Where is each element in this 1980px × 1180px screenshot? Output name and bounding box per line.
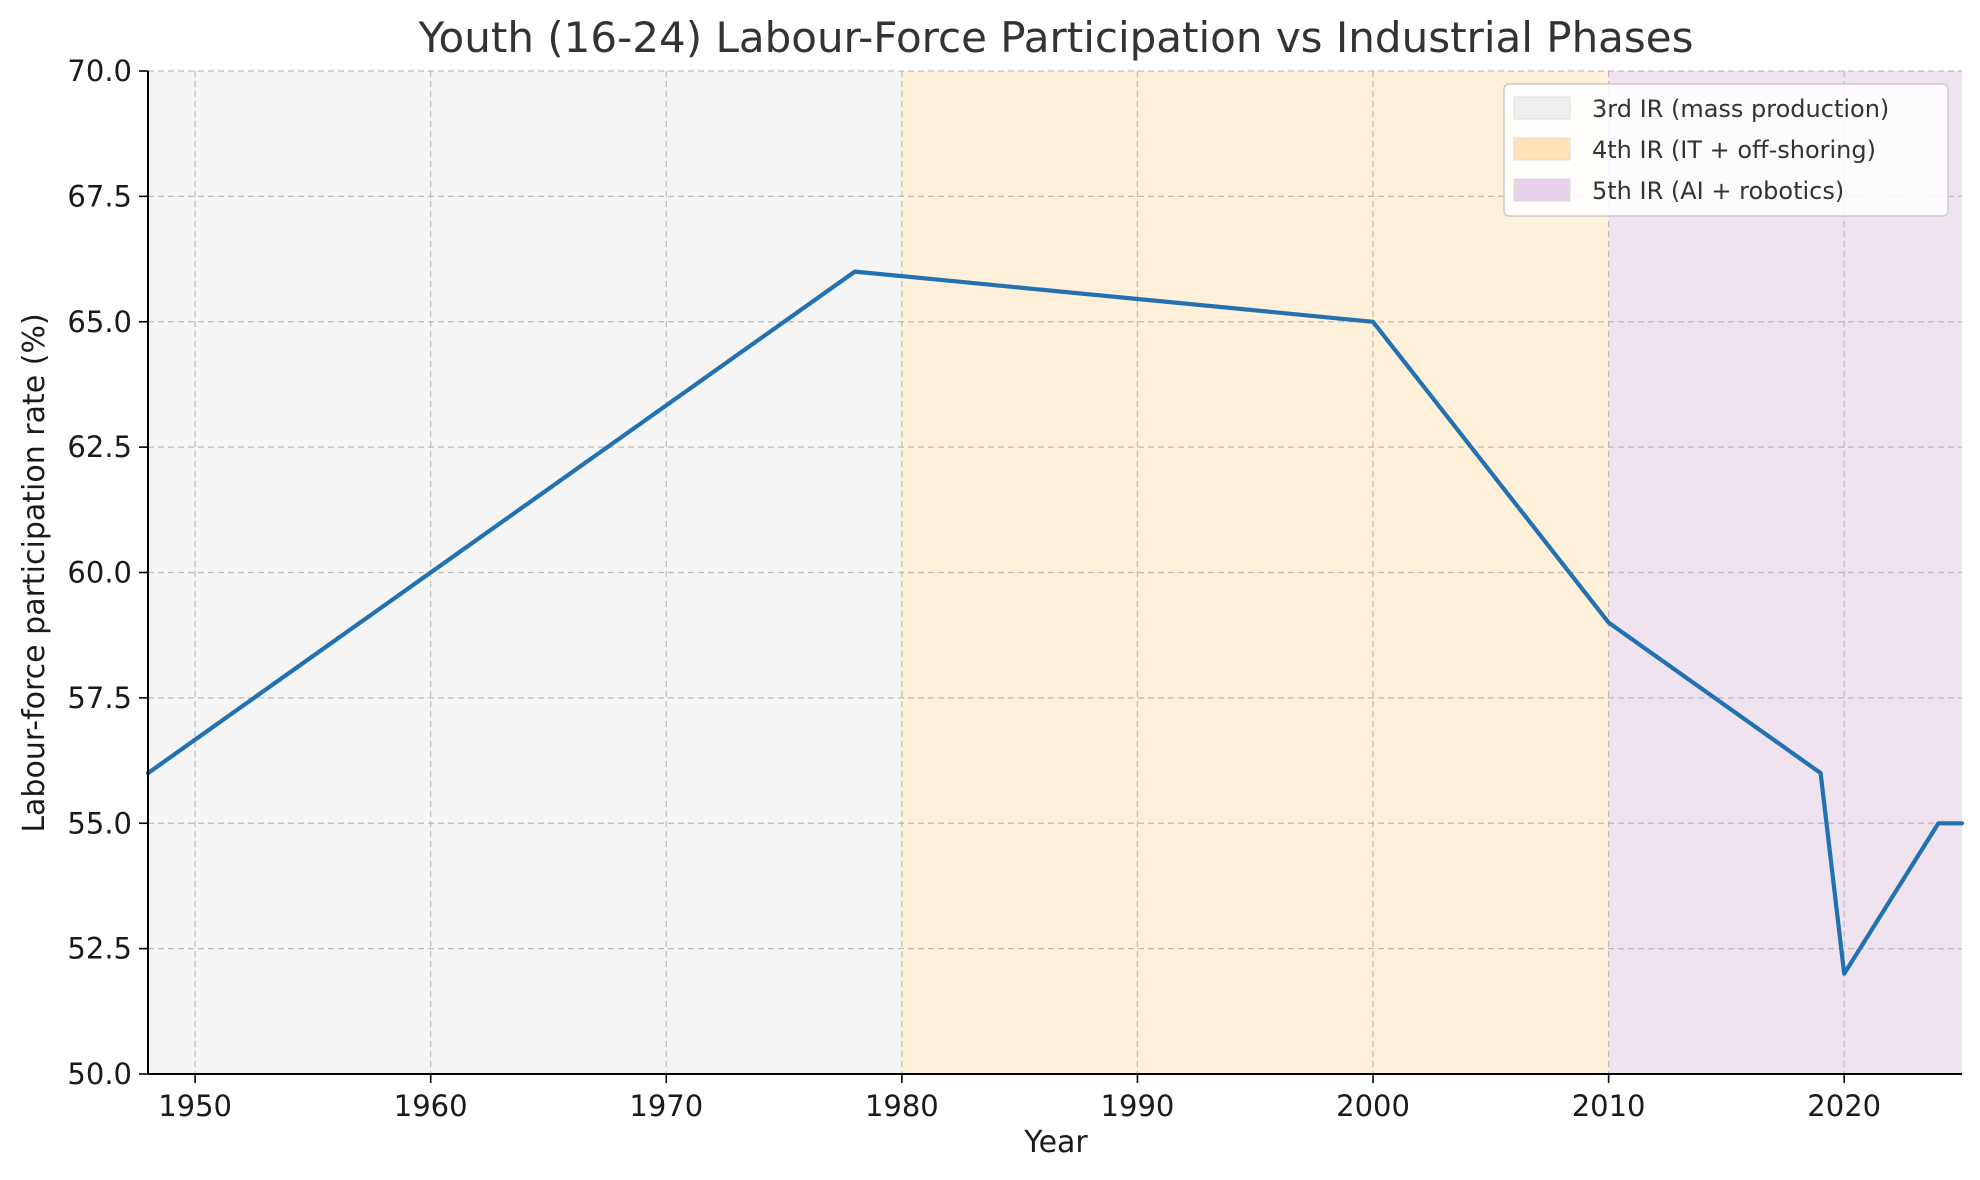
y-tick-label: 55.0 — [67, 806, 132, 840]
legend-label-3: 5th IR (AI + robotics) — [1592, 177, 1844, 205]
y-tick-label: 57.5 — [67, 681, 132, 715]
x-tick-label: 2000 — [1336, 1089, 1410, 1123]
series-line-1 — [145, 269, 1965, 976]
x-axis-title: Year — [1023, 1125, 1088, 1160]
x-tick-label: 2010 — [1572, 1089, 1646, 1123]
y-tick-label: 62.5 — [67, 430, 132, 464]
x-tick-label: 1970 — [629, 1089, 703, 1123]
legend: 3rd IR (mass production) 4th IR (IT + off… — [1503, 83, 1949, 217]
legend-box — [1503, 83, 1949, 217]
y-tick-label: 70.0 — [67, 54, 132, 88]
chart-title: Youth (16-24) Labour-Force Participation… — [417, 13, 1693, 62]
y-tick-label: 65.0 — [67, 305, 132, 339]
x-tick-label: 1960 — [394, 1089, 468, 1123]
grid — [148, 70, 1962, 1075]
y-axis-title: Labour-force participation rate (%) — [17, 313, 52, 832]
legend-label-1: 3rd IR (mass production) — [1592, 95, 1889, 123]
x-tick-label: 1950 — [158, 1089, 232, 1123]
y-tick-label: 50.0 — [67, 1057, 132, 1091]
y-tick-label: 60.0 — [67, 556, 132, 590]
legend-swatch-2 — [1513, 137, 1571, 161]
x-tick-label: 1990 — [1101, 1089, 1175, 1123]
y-tick-label: 67.5 — [67, 179, 132, 213]
legend-swatch-3 — [1513, 178, 1571, 202]
tick-labels: 1950 1960 1970 1980 1990 2000 2010 2020 50.0 52.5… — [67, 54, 1881, 1123]
x-tick-label: 2020 — [1807, 1089, 1881, 1123]
legend-swatch-1 — [1513, 96, 1571, 120]
legend-label-2: 4th IR (IT + off-shoring) — [1592, 136, 1876, 164]
x-tick-label: 1980 — [865, 1089, 939, 1123]
y-tick-label: 52.5 — [67, 932, 132, 966]
